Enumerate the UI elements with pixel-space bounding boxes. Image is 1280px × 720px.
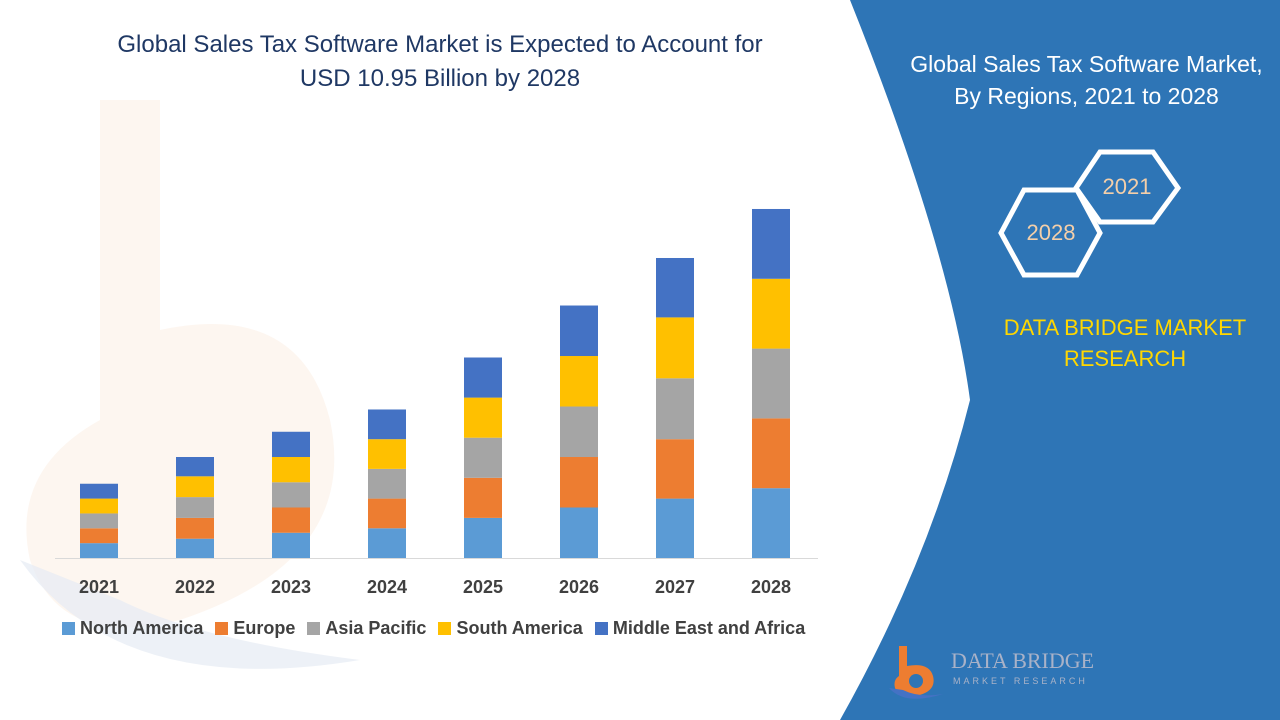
bar-segment-2027-south-america [656,317,694,379]
bar-segment-2024-middle-east-and-africa [368,409,406,440]
panel-title-line-1: Global Sales Tax Software Market, [910,51,1263,77]
hex-label-2028: 2028 [1026,220,1076,245]
legend-swatch-middle-east-and-africa [594,621,608,635]
panel-title: Global Sales Tax Software Market, By Reg… [893,48,1280,112]
logo-name: DATA BRIDGE [951,648,1095,673]
legend-item-middle-east-and-africa: Middle East and Africa [594,617,806,639]
bar-segment-2023-europe [272,507,310,533]
bar-segment-2026-asia-pacific [560,406,598,458]
legend-label-north-america: North America [80,617,204,638]
bar-segment-2022-middle-east-and-africa [176,457,214,477]
bar-segment-2026-south-america [560,356,598,407]
bar-segment-2026-north-america [560,507,598,558]
hexagon-2028-icon [998,187,1103,278]
chart-title-line-2: USD 10.95 Billion by 2028 [299,65,581,92]
bar-segment-2022-north-america [176,538,214,558]
data-bridge-logo: DATA BRIDGE MARKET RESEARCH [885,640,1105,702]
bar-segment-2024-asia-pacific [368,468,406,499]
x-tick-label-2024: 2024 [367,577,407,597]
x-tick-label-2027: 2027 [655,577,695,597]
legend-item-north-america: North America [62,618,203,639]
bar-segment-2026-middle-east-and-africa [560,305,598,357]
legend-swatch-asia-pacific [307,621,321,635]
x-tick-label-2025: 2025 [463,577,503,597]
legend-swatch-north-america [62,621,75,635]
x-tick-label-2022: 2022 [175,577,215,597]
bar-segment-2025-north-america [464,517,502,558]
bar-segment-2027-north-america [656,498,694,558]
bar-segment-2028-south-america [752,278,790,349]
logo-subtitle: MARKET RESEARCH [953,676,1088,686]
x-tick-label-2026: 2026 [559,577,599,597]
x-tick-label-2021: 2021 [79,577,119,597]
bar-segment-2022-europe [176,517,214,539]
data-bridge-logo-icon [889,646,943,699]
brand-text-line-2: RESEARCH [1063,346,1187,371]
brand-text: DATA BRIDGE MARKET RESEARCH [980,312,1270,374]
chart-legend: North America Europe Asia Pacific South Ame… [62,616,805,640]
legend-label-asia-pacific: Asia Pacific [325,617,427,638]
legend-label-middle-east-and-africa: Middle East and Africa [612,617,806,638]
panel-title-line-2: By Regions, 2021 to 2028 [954,83,1219,109]
chart-title: Global Sales Tax Software Market is Expe… [60,28,820,96]
bar-segment-2021-middle-east-and-africa [80,483,118,499]
bar-segment-2021-north-america [80,543,118,558]
bar-segment-2021-south-america [80,498,118,514]
legend-swatch-europe [215,621,229,635]
bar-segment-2027-asia-pacific [656,378,694,440]
bar-segment-2023-south-america [272,457,310,483]
bar-segment-2027-europe [656,439,694,499]
bar-segment-2022-south-america [176,476,214,498]
x-tick-label-2023: 2023 [271,577,311,597]
bar-segment-2024-north-america [368,528,406,558]
legend-label-europe: Europe [233,617,296,638]
bar-segment-2026-europe [560,457,598,508]
bar-segment-2024-south-america [368,439,406,469]
bar-segment-2028-north-america [752,488,790,558]
legend-item-europe: Europe [215,618,295,639]
x-tick-label-2028: 2028 [751,577,791,597]
brand-text-line-1: DATA BRIDGE MARKET [1003,315,1247,340]
bar-segment-2022-asia-pacific [176,497,214,518]
bar-segment-2025-middle-east-and-africa [464,357,502,398]
legend-item-asia-pacific: Asia Pacific [307,618,426,639]
bar-segment-2023-asia-pacific [272,482,310,508]
bar-segment-2025-asia-pacific [464,437,502,478]
stacked-bar-chart: 2021 2022 2023 2024 2025 2026 2027 2028 [55,208,818,597]
legend-item-south-america: South America [438,617,583,639]
bar-segment-2028-europe [752,418,790,489]
chart-title-line-1: Global Sales Tax Software Market is Expe… [117,31,763,58]
bar-segment-2025-south-america [464,397,502,438]
legend-swatch-south-america [438,621,452,635]
legend-label-south-america: South America [456,617,583,638]
bar-segment-2021-europe [80,528,118,544]
bar-segment-2025-europe [464,477,502,518]
watermark-logo-shape-blue [20,560,360,669]
bar-segment-2021-asia-pacific [80,513,118,529]
bar-segment-2028-middle-east-and-africa [752,208,790,279]
bar-segment-2024-europe [368,498,406,529]
bar-segment-2023-north-america [272,532,310,558]
bar-segment-2023-middle-east-and-africa [272,431,310,458]
hex-label-2021: 2021 [1102,174,1152,199]
bar-segment-2028-asia-pacific [752,348,790,419]
bar-segment-2027-middle-east-and-africa [656,257,694,318]
